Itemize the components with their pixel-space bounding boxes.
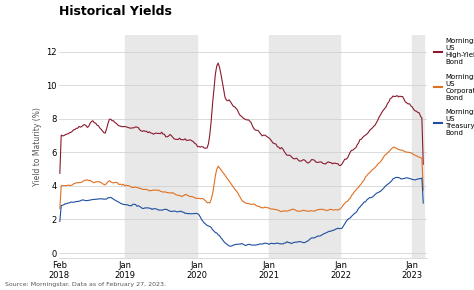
Bar: [125, 35, 197, 258]
Y-axis label: Yield to Maturity (%): Yield to Maturity (%): [33, 107, 42, 186]
Bar: [412, 35, 424, 258]
Legend: Morningstar
US
High-Yield
Bond, Morningstar
US
Corporate
Bond, Morningstar
US
Tr: Morningstar US High-Yield Bond, Mornings…: [434, 38, 474, 136]
Text: Historical Yields: Historical Yields: [59, 5, 172, 18]
Text: Source: Morningstar. Data as of February 27, 2023.: Source: Morningstar. Data as of February…: [5, 282, 166, 287]
Bar: [269, 35, 340, 258]
